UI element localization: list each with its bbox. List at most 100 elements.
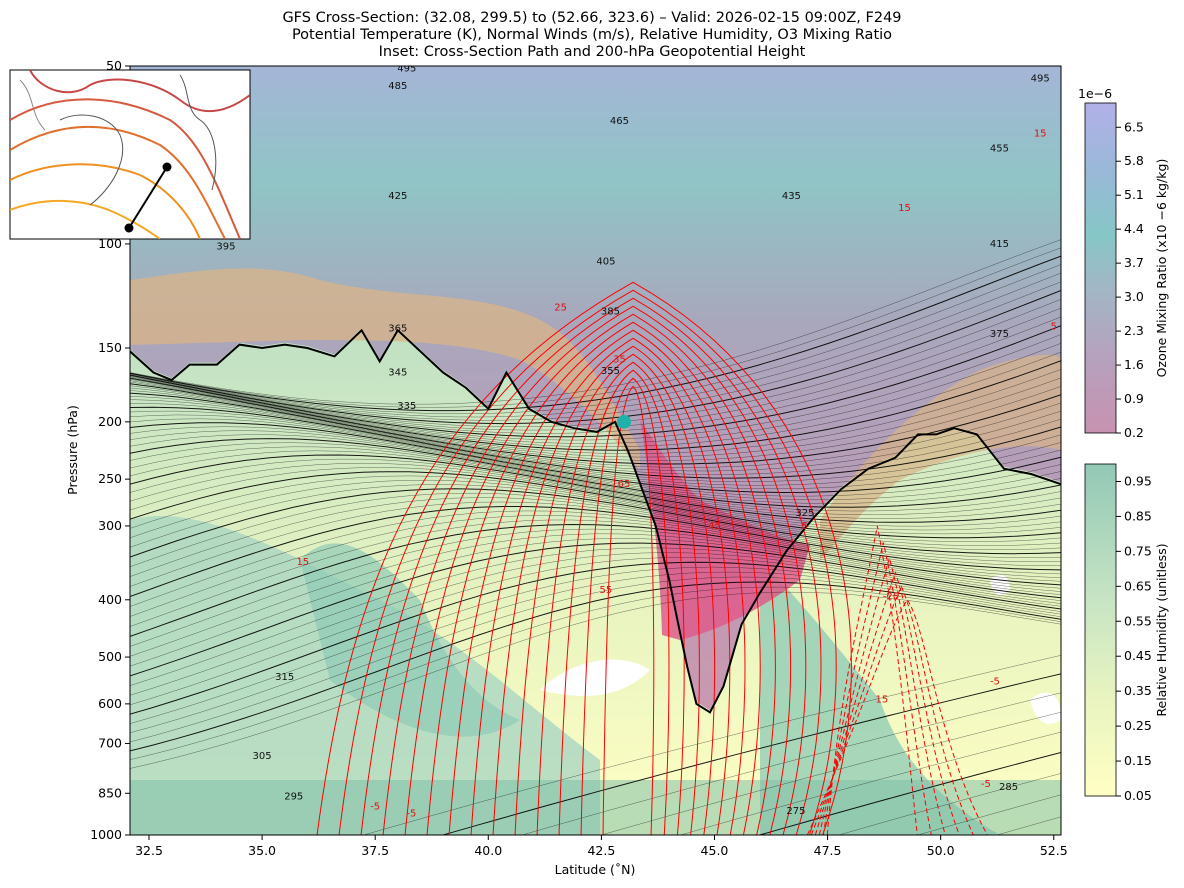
ozone-colorbar: 1e−6 0.2 0.9 1.6 2.3 3.0 3.7 4.4 5.1 5.8 6.5 Ozon… — [1078, 86, 1169, 440]
theta-contour-label: 395 — [216, 241, 235, 252]
cross-section-marker-point — [617, 414, 631, 429]
colorbar-tick-label: 0.9 — [1124, 391, 1144, 406]
x-tick-label: 47.5 — [814, 843, 842, 858]
wind-contour-line — [382, 305, 807, 835]
x-tick-label: 45.0 — [701, 843, 729, 858]
theta-contour-label: 285 — [999, 782, 1018, 793]
wind-contours — [316, 281, 988, 835]
wind-contour-label: -5 — [990, 677, 1000, 688]
theta-contour-label: 355 — [601, 366, 620, 377]
theta-contour-label: 405 — [596, 256, 615, 267]
theta-contour-line — [130, 458, 1061, 527]
wind-contour-line-negative — [814, 571, 960, 835]
theta-contour-label: 435 — [782, 191, 801, 202]
theta-contour-label: 425 — [388, 191, 407, 202]
theta-contour-line — [130, 392, 1061, 465]
theta-contour-label: 305 — [253, 751, 272, 762]
x-tick-label: 52.5 — [1040, 843, 1068, 858]
theta-contour-line — [441, 673, 1061, 835]
wind-contour-line-negative — [806, 598, 988, 835]
theta-contour-line — [130, 434, 1061, 504]
theta-contour-line — [130, 576, 1061, 743]
theta-contour-line — [130, 450, 1061, 519]
wind-contour-label: 15 — [898, 203, 911, 214]
colorbar-tick-label: 5.1 — [1124, 187, 1144, 202]
theta-contour-label: 385 — [601, 306, 620, 317]
wind-contour-line — [580, 377, 670, 835]
theta-contour-label: 345 — [388, 367, 407, 378]
wind-contour-line-negative — [826, 525, 918, 835]
wind-contour-label: 5 — [802, 521, 808, 532]
wind-contour-line — [316, 281, 852, 835]
wind-contour-line — [514, 353, 716, 835]
wind-contour-line — [536, 361, 700, 835]
y-tick-label: 850 — [98, 785, 122, 800]
wind-contour-line — [492, 345, 731, 835]
inset-height-contour-5 — [29, 70, 250, 113]
theta-contour-label: 485 — [388, 81, 407, 92]
theta-contour-line — [130, 538, 1061, 667]
theta-contour-line — [130, 484, 1061, 550]
theta-contour-line — [130, 307, 1061, 431]
colorbar-tick-label: 0.95 — [1124, 473, 1152, 488]
inset-path-start-point — [124, 223, 134, 233]
wind-contour-label: -5 — [370, 802, 380, 813]
inset-height-contour-2 — [10, 125, 226, 239]
theta-contour-label: 365 — [388, 323, 407, 334]
wind-contour-line — [448, 329, 761, 835]
ozone-colorbar-ticks: 0.2 0.9 1.6 2.3 3.0 3.7 4.4 5.1 5.8 6.5 — [1116, 119, 1144, 440]
wind-contour-line-negative — [818, 556, 946, 835]
y-axis-label: Pressure (hPa) — [65, 405, 80, 495]
rh-colorbar-bar — [1084, 463, 1117, 797]
wind-contour-label: 5 — [1051, 322, 1057, 333]
theta-contour-label: 275 — [786, 806, 805, 817]
wind-contour-label: 15 — [875, 695, 888, 706]
theta-contour-line — [130, 446, 1061, 516]
theta-contours — [130, 239, 1061, 835]
inset-coastline-3 — [19, 79, 46, 131]
theta-contour-label: 315 — [275, 672, 294, 683]
ozone-colorbar-bar — [1084, 102, 1117, 434]
theta-contour-line — [130, 422, 1061, 494]
wind-contour-line — [360, 297, 822, 835]
theta-contour-line — [130, 386, 1061, 461]
colorbar-tick-label: 4.4 — [1124, 221, 1144, 236]
colorbar-tick-label: 2.3 — [1124, 323, 1144, 338]
theta-contour-line — [130, 325, 1061, 438]
colorbar-tick-label: 0.35 — [1124, 683, 1152, 698]
wind-contour-label: 15 — [1034, 128, 1047, 139]
theta-contour-line — [130, 395, 1061, 468]
theta-contour-line — [130, 533, 1061, 657]
y-tick-label: 600 — [98, 696, 122, 711]
theta-contour-line — [130, 506, 1061, 597]
colorbar-tick-label: 0.45 — [1124, 648, 1152, 663]
theta-contour-line — [130, 479, 1061, 546]
inset-coastline-1 — [59, 114, 124, 206]
theta-contour-label: 335 — [397, 401, 416, 412]
theta-contour-line — [130, 547, 1061, 686]
theta-contour-line — [130, 454, 1061, 523]
rh-dry-pocket-1 — [540, 659, 650, 696]
theta-contour-line — [838, 773, 1061, 835]
y-tick-label: 500 — [98, 649, 122, 664]
title-line-2: Potential Temperature (K), Normal Winds … — [292, 27, 892, 43]
inset-path-end-point — [162, 162, 172, 172]
theta-contour-line — [130, 403, 1061, 475]
inset-frame — [9, 69, 251, 240]
theta-contour-label: 375 — [990, 329, 1009, 340]
theta-contour-line — [600, 711, 1061, 835]
theta-contour-line — [130, 377, 1061, 458]
theta-contour-line — [130, 515, 1061, 617]
theta-contour-line — [130, 272, 1061, 418]
x-tick-label: 40.0 — [474, 843, 502, 858]
theta-contour-line — [130, 542, 1061, 677]
theta-contour-line — [130, 360, 1061, 451]
inset-coastline-2 — [179, 74, 217, 191]
x-tick-label: 50.0 — [927, 843, 955, 858]
inset-height-contour-4 — [10, 200, 161, 239]
theta-contour-line — [130, 492, 1061, 568]
theta-contour-label: 455 — [990, 144, 1009, 155]
wind-contour-label: 35 — [613, 355, 626, 366]
